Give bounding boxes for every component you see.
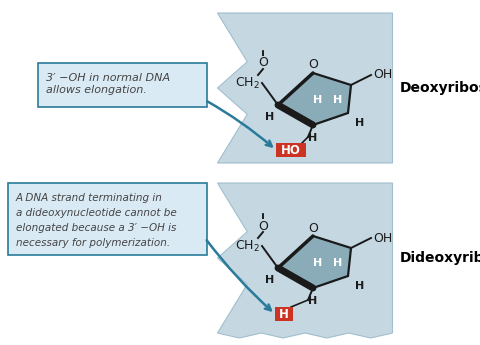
- Text: elongated because a 3′ −OH is: elongated because a 3′ −OH is: [16, 223, 176, 233]
- Text: H: H: [333, 258, 342, 268]
- Text: 3′ −OH in normal DNA: 3′ −OH in normal DNA: [46, 73, 170, 83]
- Text: H: H: [313, 258, 322, 268]
- Text: CH$_2$: CH$_2$: [235, 76, 260, 90]
- Text: OH: OH: [372, 69, 391, 81]
- Text: Deoxyribose: Deoxyribose: [399, 81, 480, 95]
- FancyBboxPatch shape: [8, 183, 206, 255]
- Text: H: H: [278, 307, 288, 321]
- Text: a dideoxynucleotide cannot be: a dideoxynucleotide cannot be: [16, 208, 176, 218]
- Text: necessary for polymerization.: necessary for polymerization.: [16, 238, 170, 248]
- Text: H: H: [308, 296, 317, 306]
- Text: H: H: [333, 95, 342, 105]
- Text: OH: OH: [372, 231, 391, 245]
- Text: O: O: [307, 221, 317, 235]
- Text: O: O: [307, 59, 317, 71]
- Text: HO: HO: [280, 144, 300, 157]
- FancyBboxPatch shape: [276, 143, 305, 157]
- Polygon shape: [217, 13, 392, 163]
- Text: allows elongation.: allows elongation.: [46, 85, 146, 95]
- Text: H: H: [265, 112, 274, 122]
- Polygon shape: [277, 236, 350, 288]
- Text: H: H: [355, 118, 364, 128]
- Text: H: H: [308, 133, 317, 143]
- Polygon shape: [277, 73, 350, 125]
- Text: CH$_2$: CH$_2$: [235, 238, 260, 254]
- Text: H: H: [355, 281, 364, 291]
- Text: Dideoxyribose: Dideoxyribose: [399, 251, 480, 265]
- Text: O: O: [258, 219, 267, 233]
- Text: A DNA strand terminating in: A DNA strand terminating in: [16, 193, 163, 203]
- FancyBboxPatch shape: [38, 63, 206, 107]
- Polygon shape: [217, 183, 392, 338]
- FancyBboxPatch shape: [275, 307, 292, 321]
- Text: H: H: [265, 275, 274, 285]
- Text: H: H: [313, 95, 322, 105]
- Text: O: O: [258, 57, 267, 69]
